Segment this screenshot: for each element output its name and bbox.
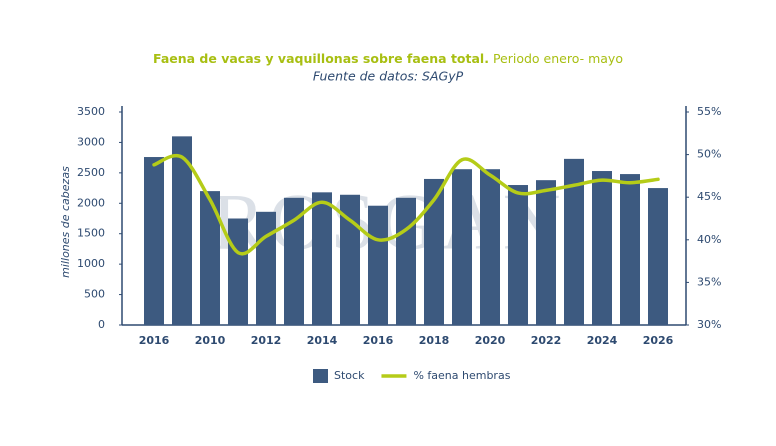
line: [152, 153, 660, 256]
bar: [284, 197, 304, 325]
y2-tick-label: 35%: [697, 275, 721, 288]
y-tick-label: 2500: [77, 166, 105, 179]
bar: [620, 174, 640, 325]
y-tick-label: 0: [98, 318, 105, 331]
x-tick-label: 2026: [643, 334, 674, 347]
bar: [564, 158, 584, 325]
y-tick-label: 1500: [77, 227, 105, 240]
bar: [144, 157, 164, 325]
y-tick-label: 1000: [77, 257, 105, 270]
x-tick-label: 2020: [475, 334, 506, 347]
chart-title: Faena de vacas y vaquillonas sobre faena…: [153, 51, 623, 66]
y-tick-label: 2000: [77, 196, 105, 209]
x-tick-label: 2016: [139, 334, 170, 347]
y2-tick-label: 50%: [697, 148, 721, 161]
bar: [312, 192, 332, 325]
y-tick-label: 3500: [77, 105, 105, 118]
x-tick-label: 2018: [419, 334, 450, 347]
x-tick-label: 2012: [251, 334, 282, 347]
x-tick-label: 2022: [531, 334, 562, 347]
bar: [648, 188, 668, 325]
x-tick-label: 2016: [363, 334, 394, 347]
bar: [396, 197, 416, 325]
y2-tick-label: 45%: [697, 190, 721, 203]
y2-tick-label: 30%: [697, 318, 721, 331]
bar: [368, 205, 388, 325]
x-tick-label: 2010: [195, 334, 226, 347]
x-tick-label: 2014: [307, 334, 338, 347]
bar: [200, 191, 220, 325]
legend-label: % faena hembras: [413, 369, 510, 382]
bar: [172, 136, 192, 325]
legend-swatch: [313, 369, 328, 383]
bar: [508, 185, 528, 325]
title-suffix: Periodo enero- mayo: [493, 51, 623, 66]
y-axis-label: millones de cabezas: [59, 166, 72, 278]
y2-tick-label: 40%: [697, 233, 721, 246]
legend-label: Stock: [334, 369, 365, 382]
y2-tick-label: 55%: [697, 105, 721, 118]
bar: [424, 178, 444, 325]
bar: [228, 218, 248, 325]
title-bold: Faena de vacas y vaquillonas sobre faena…: [153, 51, 489, 66]
subtitle: Fuente de datos: SAGyP: [313, 69, 464, 84]
bar: [480, 169, 500, 325]
y-tick-label: 3000: [77, 135, 105, 148]
bar: [536, 180, 556, 325]
y-tick-label: 500: [84, 288, 105, 301]
bar: [256, 211, 276, 325]
bar: [340, 194, 360, 325]
bar: [452, 169, 472, 325]
bar: [592, 171, 612, 325]
x-tick-label: 2024: [587, 334, 618, 347]
